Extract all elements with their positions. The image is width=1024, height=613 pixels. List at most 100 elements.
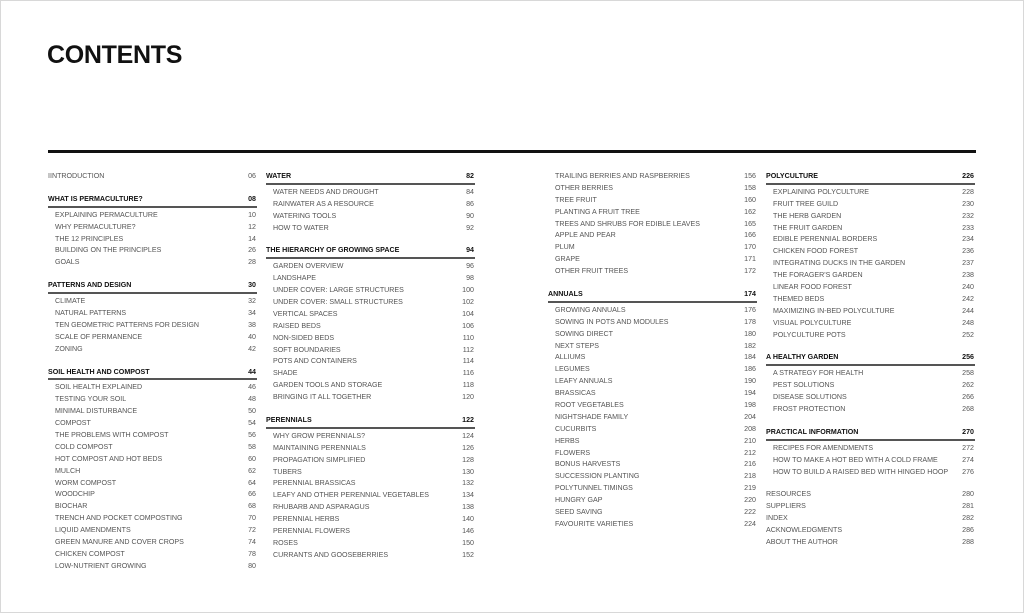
toc-item[interactable]: GREEN MANURE AND COVER CROPS 74 [48, 537, 257, 549]
toc-item[interactable]: GRAPE 171 [548, 254, 757, 266]
toc-item[interactable]: INTEGRATING DUCKS IN THE GARDEN 237 [766, 258, 975, 270]
toc-item[interactable]: RAINWATER AS A RESOURCE 86 [266, 199, 475, 211]
toc-item[interactable]: PERENNIAL FLOWERS 146 [266, 526, 475, 538]
toc-item[interactable]: TRENCH AND POCKET COMPOSTING 70 [48, 513, 257, 525]
toc-item[interactable]: THE 12 PRINCIPLES 14 [48, 234, 257, 246]
toc-item[interactable]: EXPLAINING POLYCULTURE 228 [766, 187, 975, 199]
section-heading[interactable]: PERENNIALS 122 [266, 415, 475, 427]
section-heading[interactable]: POLYCULTURE 226 [766, 171, 975, 183]
toc-item[interactable]: RECIPES FOR AMENDMENTS 272 [766, 443, 975, 455]
toc-item[interactable]: EXPLAINING PERMACULTURE 10 [48, 210, 257, 222]
toc-item[interactable]: WHY GROW PERENNIALS? 124 [266, 431, 475, 443]
toc-item[interactable]: PERENNIAL HERBS 140 [266, 514, 475, 526]
section-heading[interactable]: SOIL HEALTH AND COMPOST 44 [48, 367, 257, 379]
toc-item[interactable]: FAVOURITE VARIETIES 224 [548, 519, 757, 531]
toc-item[interactable]: SOWING DIRECT 180 [548, 329, 757, 341]
toc-item[interactable]: MINIMAL DISTURBANCE 50 [48, 406, 257, 418]
toc-item[interactable]: RHUBARB AND ASPARAGUS 138 [266, 502, 475, 514]
toc-item[interactable]: NEXT STEPS 182 [548, 341, 757, 353]
toc-item[interactable]: THE FRUIT GARDEN 233 [766, 223, 975, 235]
toc-item[interactable]: COLD COMPOST 58 [48, 442, 257, 454]
toc-item[interactable]: A STRATEGY FOR HEALTH 258 [766, 368, 975, 380]
toc-item[interactable]: ZONING 42 [48, 344, 257, 356]
toc-item[interactable]: APPLE AND PEAR 166 [548, 230, 757, 242]
toc-entry[interactable]: IINTRODUCTION 06 [48, 171, 257, 183]
toc-item[interactable]: MAINTAINING PERENNIALS 126 [266, 443, 475, 455]
section-heading[interactable]: WHAT IS PERMACULTURE? 08 [48, 194, 257, 206]
toc-item[interactable]: PERENNIAL BRASSICAS 132 [266, 478, 475, 490]
toc-item[interactable]: TREES AND SHRUBS FOR EDIBLE LEAVES 165 [548, 219, 757, 231]
toc-item[interactable]: BIOCHAR 68 [48, 501, 257, 513]
toc-item[interactable]: CLIMATE 32 [48, 296, 257, 308]
toc-entry[interactable]: INDEX 282 [766, 513, 975, 525]
toc-item[interactable]: MULCH 62 [48, 466, 257, 478]
toc-item[interactable]: THE PROBLEMS WITH COMPOST 56 [48, 430, 257, 442]
toc-item[interactable]: TUBERS 130 [266, 467, 475, 479]
toc-item[interactable]: WOODCHIP 66 [48, 489, 257, 501]
toc-item[interactable]: PLUM 170 [548, 242, 757, 254]
toc-item[interactable]: UNDER COVER: SMALL STRUCTURES 102 [266, 297, 475, 309]
toc-item[interactable]: EDIBLE PERENNIAL BORDERS 234 [766, 234, 975, 246]
toc-item[interactable]: FROST PROTECTION 268 [766, 404, 975, 416]
toc-item[interactable]: BONUS HARVESTS 216 [548, 459, 757, 471]
toc-item[interactable]: VERTICAL SPACES 104 [266, 309, 475, 321]
toc-item[interactable]: BRINGING IT ALL TOGETHER 120 [266, 392, 475, 404]
section-heading[interactable]: PATTERNS AND DESIGN 30 [48, 280, 257, 292]
toc-item[interactable]: NATURAL PATTERNS 34 [48, 308, 257, 320]
section-heading[interactable]: A HEALTHY GARDEN 256 [766, 352, 975, 364]
toc-item[interactable]: GARDEN OVERVIEW 96 [266, 261, 475, 273]
toc-item[interactable]: THE FORAGER'S GARDEN 238 [766, 270, 975, 282]
toc-item[interactable]: THEMED BEDS 242 [766, 294, 975, 306]
toc-item[interactable]: SEED SAVING 222 [548, 507, 757, 519]
toc-item[interactable]: TREE FRUIT 160 [548, 195, 757, 207]
toc-item[interactable]: HERBS 210 [548, 436, 757, 448]
toc-item[interactable]: MAXIMIZING IN-BED POLYCULTURE 244 [766, 306, 975, 318]
toc-item[interactable]: LANDSHAPE 98 [266, 273, 475, 285]
toc-item[interactable]: ROSES 150 [266, 538, 475, 550]
toc-item[interactable]: PROPAGATION SIMPLIFIED 128 [266, 455, 475, 467]
toc-item[interactable]: PEST SOLUTIONS 262 [766, 380, 975, 392]
toc-item[interactable]: RAISED BEDS 106 [266, 321, 475, 333]
toc-item[interactable]: LIQUID AMENDMENTS 72 [48, 525, 257, 537]
toc-item[interactable]: GROWING ANNUALS 176 [548, 305, 757, 317]
toc-item[interactable]: FRUIT TREE GUILD 230 [766, 199, 975, 211]
toc-entry[interactable]: ACKNOWLEDGMENTS 286 [766, 525, 975, 537]
toc-item[interactable]: NON-SIDED BEDS 110 [266, 333, 475, 345]
toc-item[interactable]: PLANTING A FRUIT TREE 162 [548, 207, 757, 219]
toc-item[interactable]: SOWING IN POTS AND MODULES 178 [548, 317, 757, 329]
toc-item[interactable]: WATER NEEDS AND DROUGHT 84 [266, 187, 475, 199]
section-heading[interactable]: WATER 82 [266, 171, 475, 183]
toc-entry[interactable]: SUPPLIERS 281 [766, 501, 975, 513]
toc-item[interactable]: SOFT BOUNDARIES 112 [266, 345, 475, 357]
toc-item[interactable]: SUCCESSION PLANTING 218 [548, 471, 757, 483]
toc-item[interactable]: WHY PERMACULTURE? 12 [48, 222, 257, 234]
toc-item[interactable]: SHADE 116 [266, 368, 475, 380]
toc-item[interactable]: SCALE OF PERMANENCE 40 [48, 332, 257, 344]
toc-item[interactable]: TEN GEOMETRIC PATTERNS FOR DESIGN 38 [48, 320, 257, 332]
toc-item[interactable]: HUNGRY GAP 220 [548, 495, 757, 507]
toc-item[interactable]: GOALS 28 [48, 257, 257, 269]
toc-item[interactable]: HOW TO BUILD A RAISED BED WITH HINGED HO… [766, 467, 975, 479]
toc-item[interactable]: LINEAR FOOD FOREST 240 [766, 282, 975, 294]
toc-item[interactable]: LEAFY ANNUALS 190 [548, 376, 757, 388]
toc-item[interactable]: ROOT VEGETABLES 198 [548, 400, 757, 412]
toc-item[interactable]: OTHER BERRIES 158 [548, 183, 757, 195]
toc-item[interactable]: CHICKEN FOOD FOREST 236 [766, 246, 975, 258]
toc-item[interactable]: SOIL HEALTH EXPLAINED 46 [48, 382, 257, 394]
toc-item[interactable]: POTS AND CONTAINERS 114 [266, 356, 475, 368]
toc-item[interactable]: HOW TO WATER 92 [266, 223, 475, 235]
toc-item[interactable]: BUILDING ON THE PRINCIPLES 26 [48, 245, 257, 257]
toc-item[interactable]: POLYTUNNEL TIMINGS 219 [548, 483, 757, 495]
toc-item[interactable]: LEAFY AND OTHER PERENNIAL VEGETABLES 134 [266, 490, 475, 502]
toc-item[interactable]: UNDER COVER: LARGE STRUCTURES 100 [266, 285, 475, 297]
toc-item[interactable]: TRAILING BERRIES AND RASPBERRIES 156 [548, 171, 757, 183]
toc-item[interactable]: POLYCULTURE POTS 252 [766, 330, 975, 342]
toc-item[interactable]: BRASSICAS 194 [548, 388, 757, 400]
toc-item[interactable]: THE HERB GARDEN 232 [766, 211, 975, 223]
toc-item[interactable]: DISEASE SOLUTIONS 266 [766, 392, 975, 404]
toc-item[interactable]: LEGUMES 186 [548, 364, 757, 376]
toc-item[interactable]: TESTING YOUR SOIL 48 [48, 394, 257, 406]
toc-item[interactable]: CURRANTS AND GOOSEBERRIES 152 [266, 550, 475, 562]
section-heading[interactable]: PRACTICAL INFORMATION 270 [766, 427, 975, 439]
toc-entry[interactable]: RESOURCES 280 [766, 489, 975, 501]
